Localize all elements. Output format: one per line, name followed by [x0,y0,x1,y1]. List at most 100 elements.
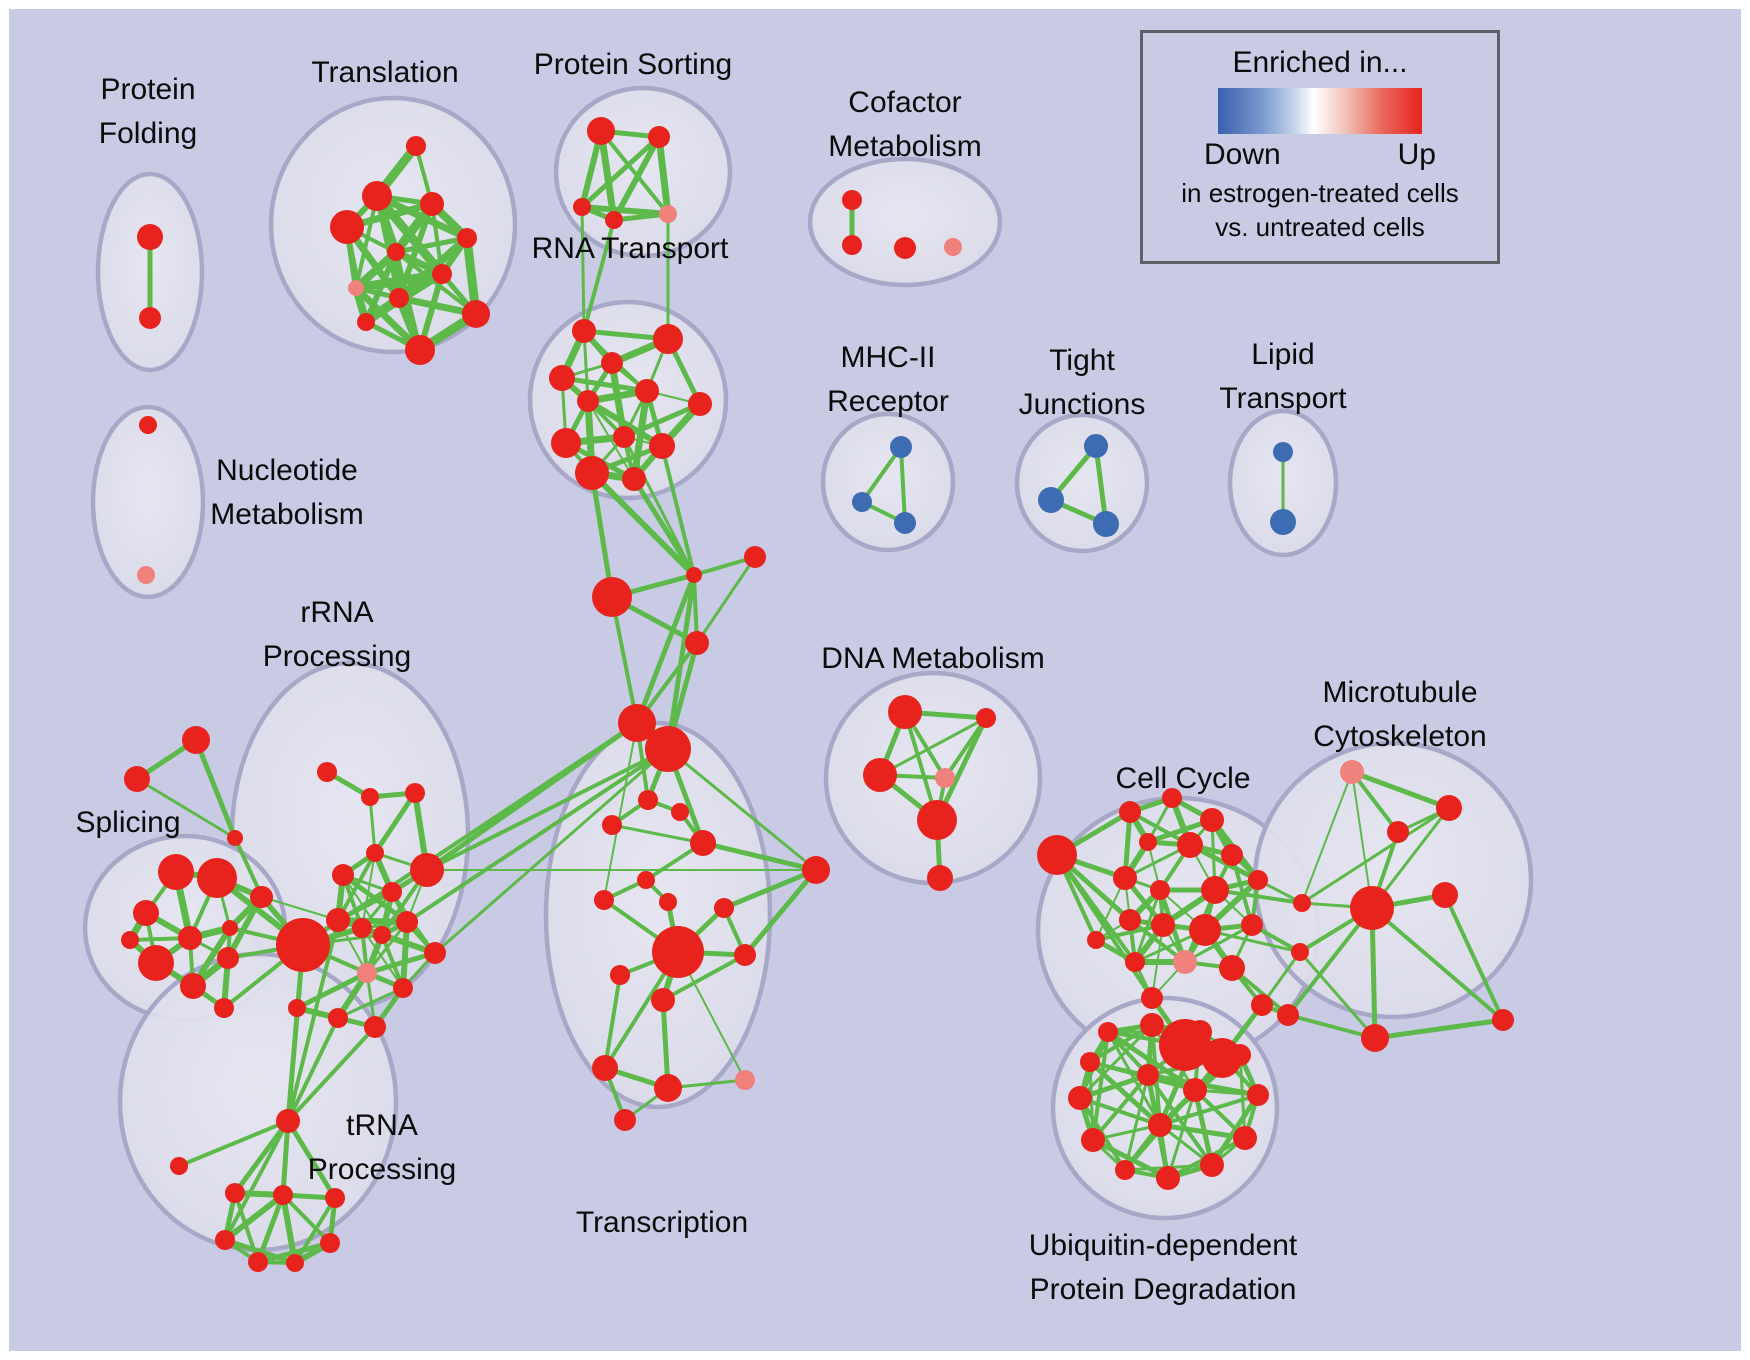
network-node [320,1233,340,1253]
network-node [276,918,330,972]
network-edge [232,1119,291,1195]
network-node [917,800,957,840]
cluster-label: Lipid [1251,338,1314,371]
network-node [894,237,916,259]
network-node [1221,844,1243,866]
network-node [842,190,862,210]
network-node [366,844,384,862]
network-edge [394,250,478,316]
network-edge [405,747,670,924]
legend-box: Enriched in... Down Up in estrogen-treat… [1140,30,1500,264]
network-edge [589,472,615,598]
network-node [602,815,622,835]
network-edge [1123,1074,1150,1171]
network-node [1432,882,1458,908]
network-edge [702,840,817,873]
network-node [1150,880,1170,900]
network-node [170,1157,188,1175]
network-node [1084,434,1108,458]
network-edge [1079,1096,1161,1127]
network-edge [611,135,662,222]
cluster-label-layer: Protein Folding Translation Protein Sorting… [75,48,1486,1306]
network-edge [1230,854,1254,926]
network-node [1173,950,1197,974]
network-node [410,853,444,887]
network-node [361,788,379,806]
legend-subtitle-line1: in estrogen-treated cells [1181,178,1459,208]
network-node [551,428,581,458]
network-node [288,999,306,1017]
network-edge [1443,894,1505,1021]
network-node [405,783,425,803]
network-node [348,280,364,296]
network-edge [1192,1089,1215,1166]
network-node [594,890,614,910]
network-node [215,1230,235,1250]
network-node [1119,909,1141,931]
network-node [659,205,677,223]
network-node [352,918,372,938]
network-edge [193,739,238,839]
network-node [1148,1113,1172,1137]
network-edge [261,896,339,921]
network-node [1125,952,1145,972]
network-edge [879,716,987,777]
network-edge [1093,445,1109,525]
cluster-label: DNA Metabolism [821,642,1044,675]
network-edge [1298,951,1377,1039]
network-edge [1351,771,1373,909]
network-node [1093,511,1119,537]
network-edge [1214,888,1303,905]
network-node [1098,1022,1118,1042]
cluster-label: Cofactor [848,86,961,119]
network-node [1270,509,1296,535]
network-node [251,886,273,908]
network-edge [295,970,369,1011]
network-node [387,243,405,261]
network-node [638,790,658,810]
network-edge [613,211,669,223]
network-node [592,1055,618,1081]
cluster-ellipse [1014,412,1150,554]
network-node [1233,1126,1257,1150]
network-node [1139,833,1157,851]
cluster-label: RNA Transport [532,232,729,265]
network-node [182,726,210,754]
network-edge [660,445,696,576]
network-node [1087,931,1105,949]
network-node [197,858,237,898]
cluster-label: Metabolism [828,130,981,163]
network-node [1156,1166,1180,1190]
network-edge [580,135,661,209]
network-edge [582,219,616,332]
network-edge [695,556,757,644]
network-node [890,436,912,458]
network-edge [372,791,418,855]
network-node [863,758,897,792]
network-edge [723,867,817,911]
network-edge [597,130,618,221]
network-node [248,1252,268,1272]
network-node [1081,1128,1105,1152]
network-edge [425,720,639,873]
network-edge [368,796,377,854]
network-edge [223,1192,285,1243]
network-node [1247,1084,1269,1106]
network-node [610,965,630,985]
network-edge [257,1240,331,1265]
network-node [842,235,862,255]
network-node [1183,1078,1207,1102]
network-edge [1151,924,1164,999]
network-node [635,379,659,403]
network-node [1350,886,1394,930]
network-edge [611,823,704,845]
network-node [139,307,161,329]
network-node [1113,866,1137,890]
cluster-label: Protein Degradation [1030,1273,1297,1306]
network-edge [1287,1013,1376,1040]
network-edge [1370,906,1505,1022]
network-node [424,942,446,964]
network-node [1177,832,1203,858]
cluster-label: Splicing [75,806,180,839]
network-node [326,908,350,932]
